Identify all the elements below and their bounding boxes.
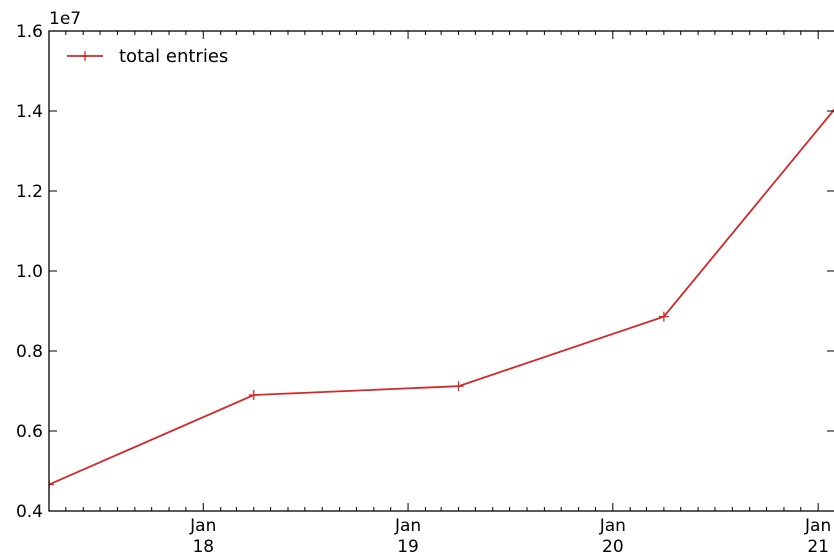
x-tick-year-label: 18 [192,537,214,556]
y-axis-offset-label: 1e7 [49,9,81,29]
x-tick-year-label: 19 [397,537,419,556]
data-point-marker [453,381,464,392]
series-layer [49,108,834,490]
data-point-marker [658,311,669,322]
tick-labels: 0.40.60.81.01.21.41.6Jan18Jan19Jan20Jan2… [16,22,831,556]
legend-label: total entries [119,46,228,67]
series-line [49,108,834,486]
x-tick-month-label: Jan [804,516,831,536]
plot-frame [48,30,834,512]
y-tick-label: 1.6 [16,22,43,42]
y-tick-label: 0.4 [16,502,43,522]
x-tick-year-label: 20 [602,537,624,556]
y-tick-label: 1.2 [16,182,43,202]
y-tick-label: 0.8 [16,342,43,362]
x-tick-month-label: Jan [394,516,421,536]
x-tick-month-label: Jan [189,516,216,536]
axis-ticks [49,31,834,511]
data-point-marker [49,479,54,490]
y-tick-label: 1.4 [16,102,43,122]
legend: total entries [67,46,228,67]
data-point-marker [248,390,259,400]
y-tick-label: 0.6 [16,422,43,442]
x-tick-year-label: 21 [807,537,829,556]
x-tick-month-label: Jan [599,516,626,536]
y-tick-label: 1.0 [16,262,43,282]
